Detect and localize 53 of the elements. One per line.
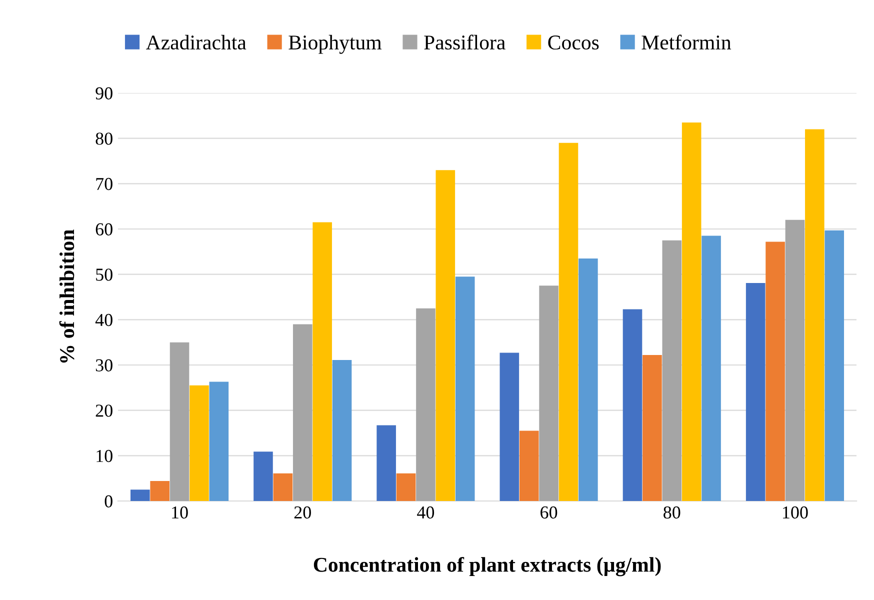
bar bbox=[170, 342, 190, 501]
bar bbox=[376, 425, 396, 501]
bar bbox=[805, 129, 824, 501]
legend-label: Passiflora bbox=[424, 34, 506, 50]
bar bbox=[332, 360, 352, 501]
bar bbox=[746, 282, 766, 501]
bar bbox=[578, 258, 598, 501]
bar bbox=[500, 352, 520, 501]
bar bbox=[539, 286, 558, 501]
bar bbox=[416, 308, 436, 501]
bar bbox=[190, 385, 209, 501]
bar bbox=[824, 230, 844, 501]
bar bbox=[766, 242, 785, 501]
bar bbox=[130, 490, 150, 501]
bar bbox=[209, 382, 229, 501]
bar bbox=[436, 170, 456, 501]
bar bbox=[292, 324, 312, 501]
x-tick-label: 20 bbox=[294, 506, 311, 519]
x-tick-label: 60 bbox=[540, 506, 558, 519]
y-tick-label: 60 bbox=[96, 223, 112, 236]
bar bbox=[682, 122, 702, 501]
bar bbox=[662, 240, 682, 501]
bar bbox=[455, 276, 475, 501]
x-axis-title: Concentration of plant extracts (µg/ml) bbox=[314, 556, 661, 576]
bar bbox=[702, 236, 721, 501]
bar bbox=[254, 452, 273, 501]
y-tick-label: 20 bbox=[96, 404, 112, 417]
y-tick-label: 90 bbox=[96, 87, 112, 100]
legend-label: Cocos bbox=[548, 36, 599, 50]
y-tick-label: 40 bbox=[95, 314, 112, 326]
y-tick-label: 30 bbox=[96, 359, 112, 372]
x-tick-label: 100 bbox=[783, 506, 808, 519]
x-tick-label: 10 bbox=[172, 506, 188, 519]
bar bbox=[622, 309, 642, 501]
bar bbox=[519, 430, 539, 501]
y-tick-label: 50 bbox=[96, 268, 112, 281]
bar bbox=[273, 473, 293, 501]
legend-label: Azadirachta bbox=[146, 34, 246, 50]
y-tick-label: 10 bbox=[96, 450, 112, 462]
bar bbox=[558, 142, 578, 501]
legend-label: Metformin bbox=[642, 34, 732, 50]
y-axis-title: % of inhibition bbox=[59, 230, 74, 363]
y-tick-label: 70 bbox=[96, 178, 112, 190]
bar bbox=[396, 473, 416, 501]
legend-label: Biophytum bbox=[288, 34, 382, 54]
x-tick-label: 40 bbox=[417, 506, 434, 519]
bar bbox=[642, 355, 662, 501]
y-tick-label: 0 bbox=[104, 495, 112, 508]
bar bbox=[312, 222, 332, 501]
bar bbox=[785, 220, 805, 501]
x-tick-label: 80 bbox=[664, 506, 680, 519]
bar bbox=[150, 481, 170, 501]
y-tick-label: 80 bbox=[96, 132, 112, 145]
